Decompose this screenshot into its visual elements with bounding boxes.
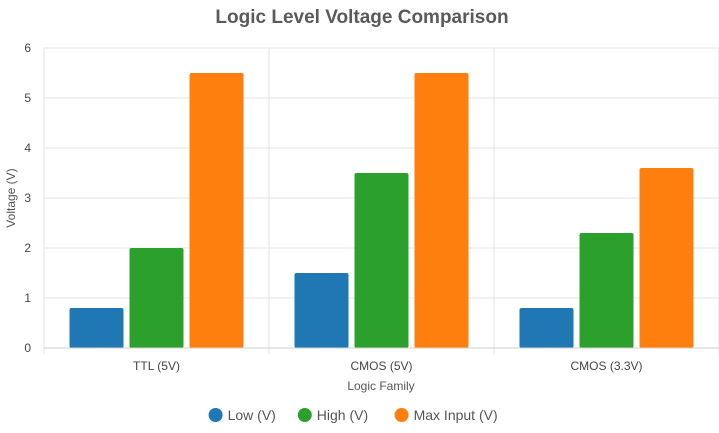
legend-label: High (V) <box>317 407 368 423</box>
y-tick-label: 6 <box>24 41 31 55</box>
legend-label: Low (V) <box>228 407 276 423</box>
x-axis-label: Logic Family <box>347 379 414 393</box>
y-tick-label: 2 <box>24 241 31 255</box>
bar[interactable] <box>189 73 244 348</box>
bars <box>69 73 694 348</box>
legend-swatch-icon <box>394 408 409 422</box>
bar[interactable] <box>519 308 574 348</box>
y-tick-label: 0 <box>24 341 31 355</box>
x-tick-label: TTL (5V) <box>133 359 180 373</box>
bar[interactable] <box>294 273 349 348</box>
bar[interactable] <box>414 73 469 348</box>
y-axis-label: Voltage (V) <box>4 168 18 227</box>
y-tick-label: 4 <box>24 141 31 155</box>
bar[interactable] <box>579 233 634 348</box>
legend-item[interactable]: Low (V) <box>208 407 276 423</box>
chart-title: Logic Level Voltage Comparison <box>215 7 508 28</box>
legend-label: Max Input (V) <box>414 407 498 423</box>
axes: 0 1 2 3 4 5 6 TTL (5V) CMOS (5V) CMOS (3.3V) <box>24 41 719 373</box>
bar[interactable] <box>354 173 409 348</box>
bar[interactable] <box>129 248 184 348</box>
bar[interactable] <box>639 168 694 348</box>
y-tick-label: 3 <box>24 191 31 205</box>
legend-item[interactable]: High (V) <box>297 407 368 423</box>
y-tick-label: 5 <box>24 91 31 105</box>
x-tick-label: CMOS (5V) <box>350 359 412 373</box>
legend-item[interactable]: Max Input (V) <box>394 407 498 423</box>
y-tick-label: 1 <box>24 291 31 305</box>
bar[interactable] <box>69 308 124 348</box>
legend[interactable]: Low (V) High (V) Max Input (V) <box>208 407 498 423</box>
legend-swatch-icon <box>297 408 312 422</box>
x-tick-label: CMOS (3.3V) <box>570 359 642 373</box>
legend-swatch-icon <box>208 408 223 422</box>
